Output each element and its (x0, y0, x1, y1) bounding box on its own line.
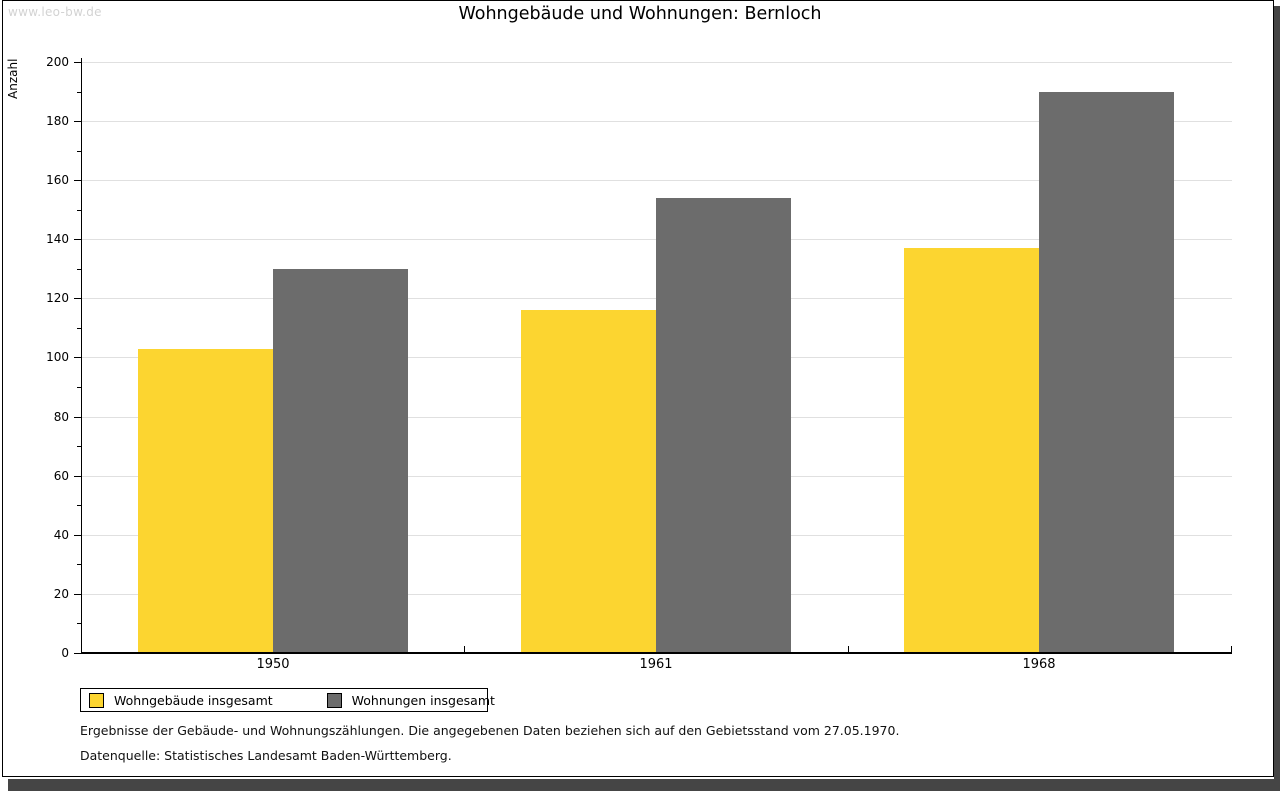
legend-label: Wohngebäude insgesamt (114, 692, 273, 708)
chart-frame (2, 0, 1274, 777)
legend: Wohngebäude insgesamt Wohnungen insgesam… (80, 688, 495, 712)
watermark: www.leo-bw.de (8, 5, 102, 19)
legend-swatch-wohngebaeude (89, 692, 104, 708)
frame-shadow-right (1274, 6, 1280, 791)
y-axis-label: Anzahl (6, 58, 20, 99)
legend-item: Wohngebäude insgesamt (89, 692, 273, 708)
frame-shadow-bottom (8, 779, 1274, 791)
legend-label: Wohnungen insgesamt (351, 692, 495, 708)
chart-title: Wohngebäude und Wohnungen: Bernloch (458, 4, 822, 24)
footnote-datenquelle: Datenquelle: Statistisches Landesamt Bad… (80, 748, 452, 763)
footnote-gebietsstand: Ergebnisse der Gebäude- und Wohnungszähl… (80, 723, 900, 738)
legend-item: Wohnungen insgesamt (326, 692, 495, 708)
legend-swatch-wohnungen (326, 692, 342, 708)
